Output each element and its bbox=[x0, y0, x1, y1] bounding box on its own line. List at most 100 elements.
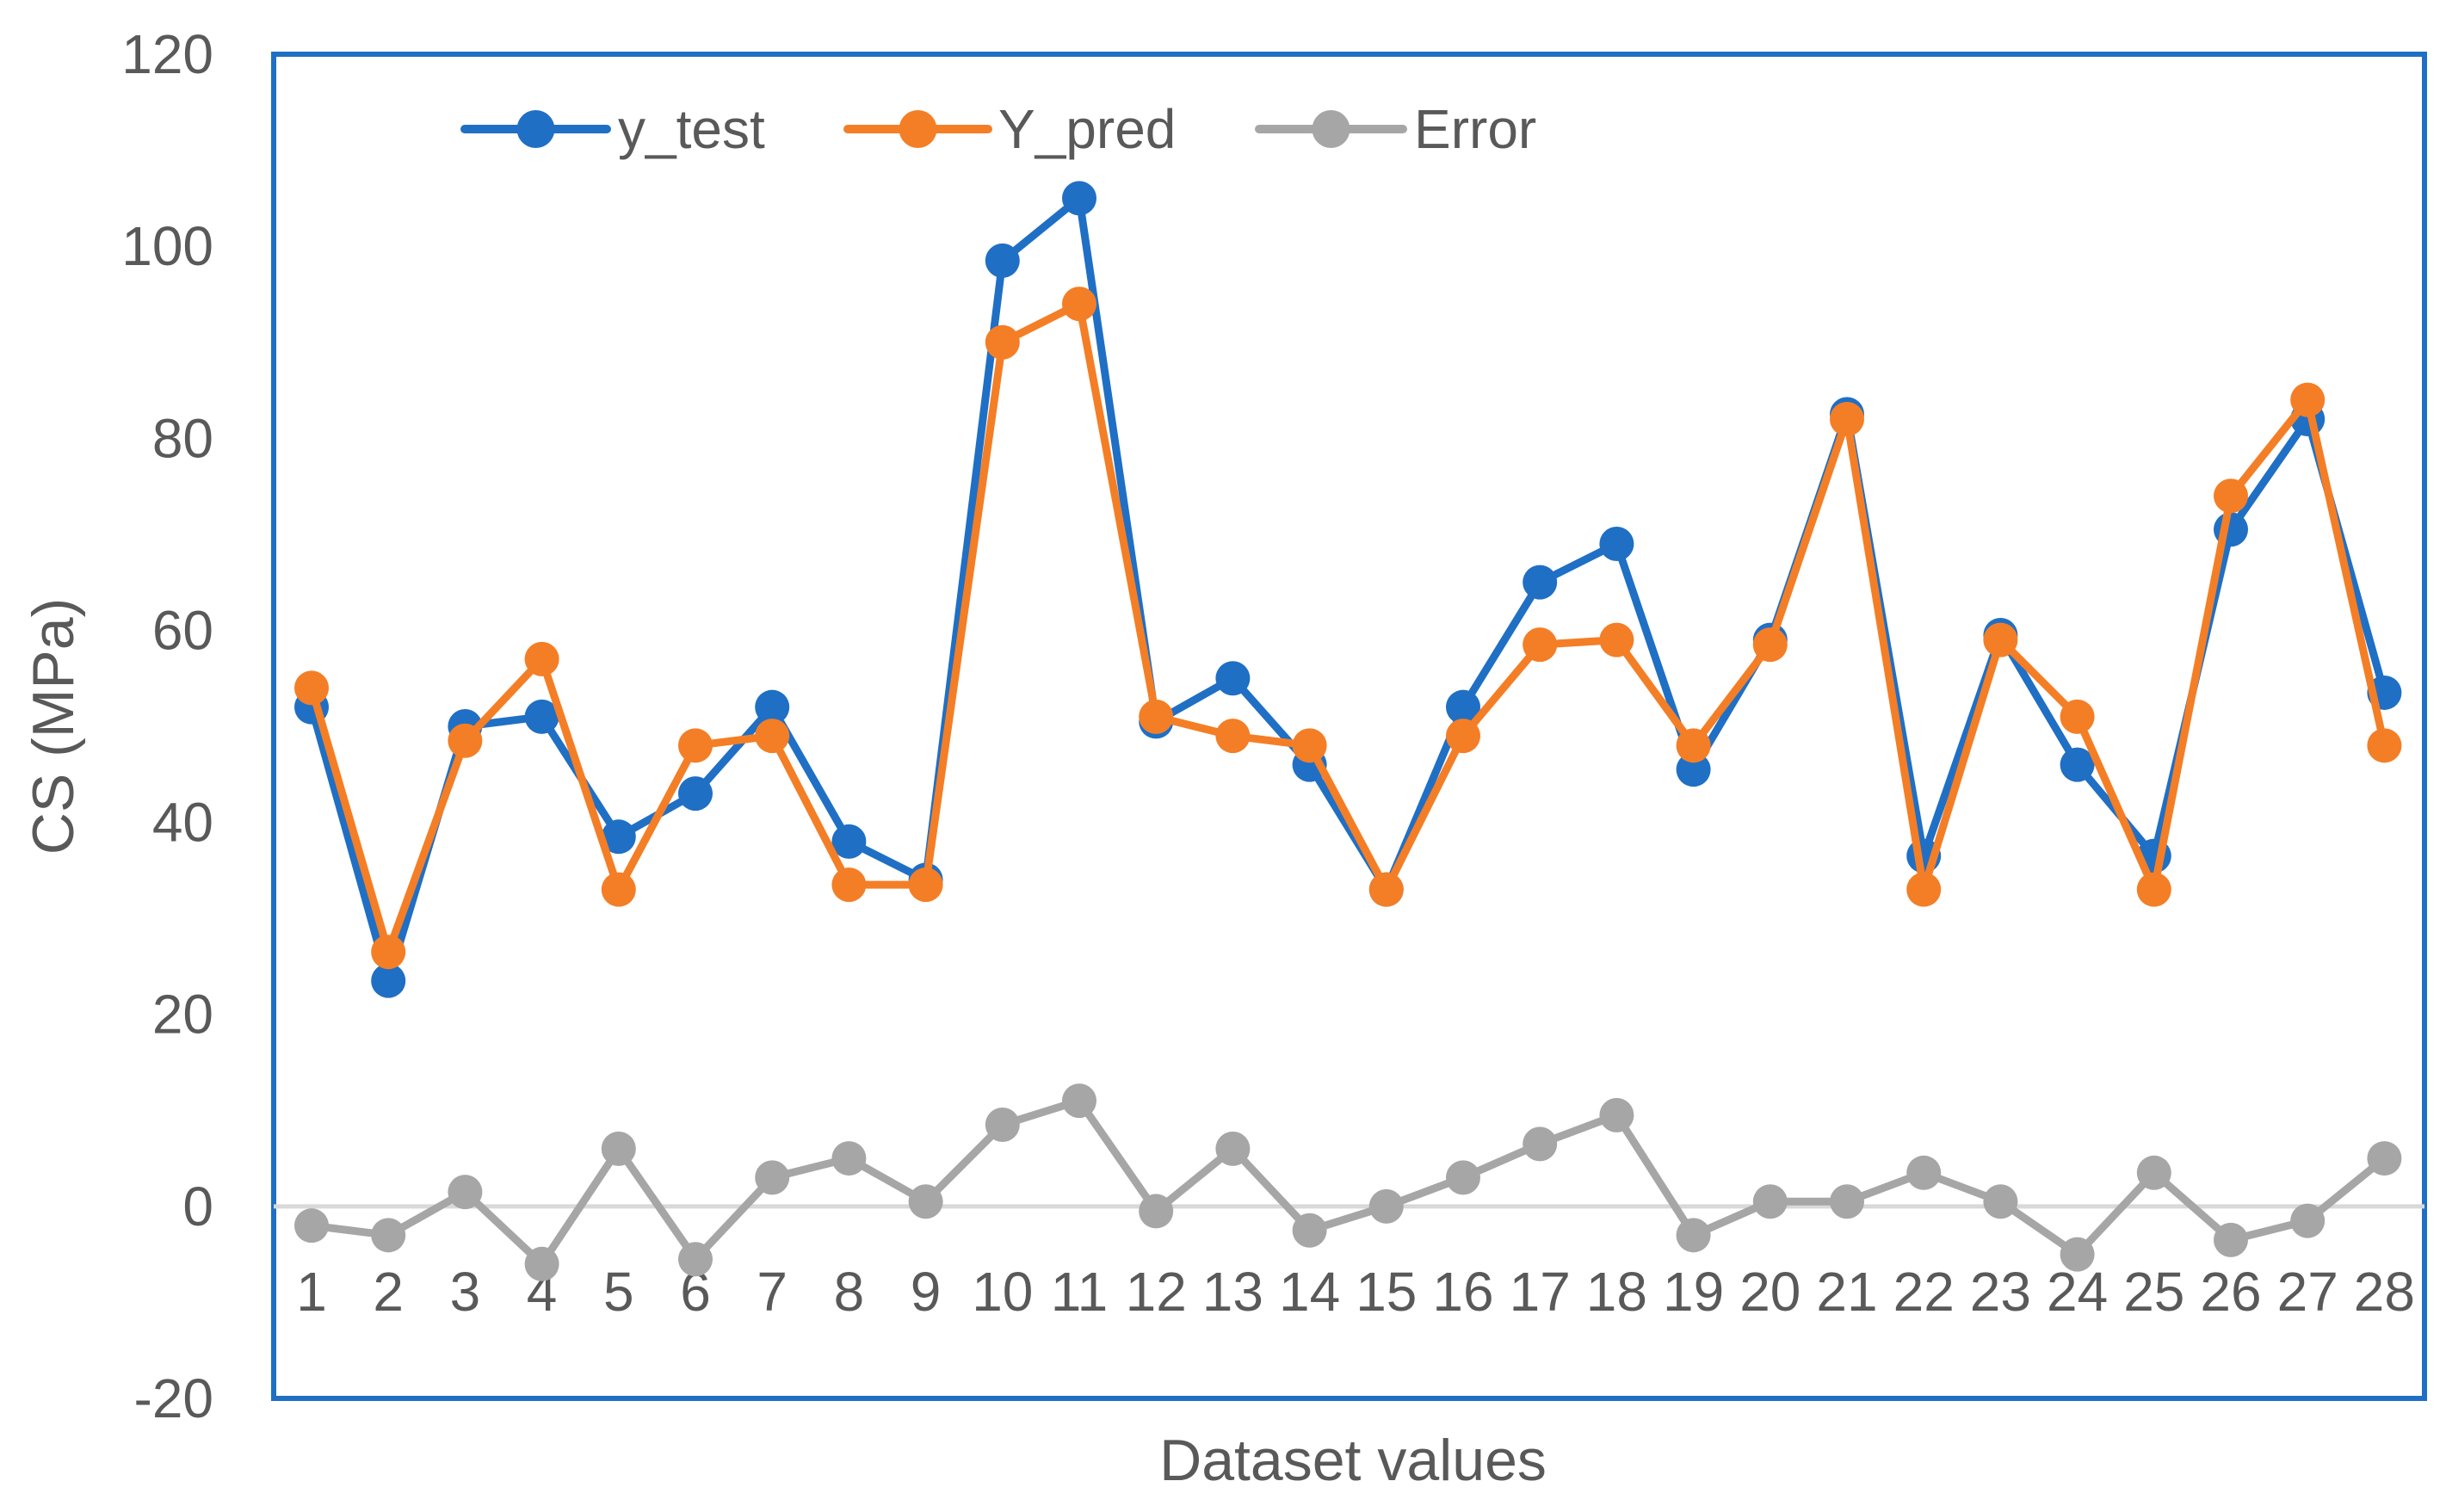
data-point-y-pred bbox=[448, 723, 483, 758]
y-tick-label: 100 bbox=[121, 215, 213, 277]
legend-label: Y_pred bbox=[998, 98, 1176, 160]
data-point-y-pred bbox=[1062, 287, 1096, 322]
data-point-y-pred bbox=[1830, 401, 1864, 436]
data-point-error bbox=[2060, 1237, 2095, 1272]
data-point-y-test bbox=[985, 243, 1020, 278]
plot-area-border bbox=[271, 52, 2427, 1401]
data-point-y-pred bbox=[294, 670, 329, 706]
y-axis-ticks: -20 0 20 40 60 80 100 120 bbox=[121, 23, 213, 1429]
data-point-y-test bbox=[524, 699, 559, 734]
data-point-error bbox=[1983, 1184, 2018, 1219]
data-point-error bbox=[831, 1141, 867, 1176]
legend: y_test Y_pred Error bbox=[460, 98, 1536, 160]
data-point-y-pred bbox=[1292, 728, 1327, 763]
y-tick-label: 120 bbox=[121, 23, 213, 85]
data-point-error bbox=[2136, 1155, 2171, 1190]
data-point-error bbox=[1752, 1184, 1788, 1219]
x-tick-label: 5 bbox=[603, 1261, 634, 1323]
legend-label: y_test bbox=[618, 98, 765, 160]
data-point-error bbox=[524, 1246, 559, 1281]
legend-label: Error bbox=[1414, 98, 1536, 160]
data-point-y-test bbox=[1215, 661, 1251, 696]
data-point-y-pred bbox=[2060, 699, 2095, 734]
x-tick-label: 27 bbox=[2277, 1261, 2338, 1323]
data-point-error bbox=[1368, 1188, 1404, 1224]
data-point-error bbox=[1446, 1160, 1480, 1195]
x-tick-label: 10 bbox=[972, 1261, 1033, 1323]
data-point-y-pred bbox=[1215, 719, 1251, 754]
x-tick-label: 12 bbox=[1126, 1261, 1187, 1323]
data-point-error bbox=[1062, 1083, 1096, 1119]
x-tick-label: 1 bbox=[296, 1261, 327, 1323]
data-point-y-test bbox=[755, 689, 790, 725]
x-tick-label: 8 bbox=[834, 1261, 865, 1323]
y-tick-label: 20 bbox=[152, 984, 213, 1046]
legend-swatch-marker bbox=[516, 110, 555, 148]
x-tick-label: 7 bbox=[757, 1261, 788, 1323]
data-point-y-pred bbox=[1752, 627, 1788, 663]
data-point-y-pred bbox=[2290, 382, 2326, 417]
data-point-y-pred bbox=[908, 867, 943, 903]
series-y-pred bbox=[294, 287, 2402, 970]
data-point-error bbox=[1906, 1155, 1942, 1190]
data-point-error bbox=[755, 1160, 790, 1195]
data-point-y-test bbox=[371, 963, 406, 998]
data-point-y-pred bbox=[524, 641, 559, 676]
x-tick-label: 28 bbox=[2354, 1261, 2415, 1323]
data-point-error bbox=[2367, 1141, 2402, 1176]
data-point-y-pred bbox=[1906, 872, 1942, 907]
x-axis-ticks: 1 2 3 4 5 6 7 8 9 10 11 12 13 14 15 16 17 18 19 20 21 22 23 24 2… bbox=[296, 1261, 2415, 1323]
data-point-error bbox=[448, 1175, 483, 1210]
data-point-y-pred bbox=[601, 872, 636, 907]
data-point-y-pred bbox=[1676, 728, 1711, 763]
data-point-y-pred bbox=[371, 935, 406, 970]
data-point-y-pred bbox=[1446, 719, 1480, 754]
x-tick-label: 19 bbox=[1663, 1261, 1724, 1323]
data-point-y-pred bbox=[1599, 622, 1634, 657]
x-tick-label: 16 bbox=[1432, 1261, 1493, 1323]
data-point-error bbox=[678, 1242, 713, 1277]
data-point-error bbox=[1599, 1097, 1634, 1132]
x-tick-label: 2 bbox=[373, 1261, 404, 1323]
x-tick-label: 18 bbox=[1586, 1261, 1647, 1323]
series-layer bbox=[294, 181, 2402, 1281]
y-tick-label: 0 bbox=[182, 1176, 213, 1237]
data-point-y-pred bbox=[678, 728, 713, 763]
x-tick-label: 11 bbox=[1051, 1261, 1108, 1323]
data-point-y-pred bbox=[2367, 728, 2402, 763]
y-axis-title: CS (MPa) bbox=[21, 598, 86, 855]
legend-swatch-marker bbox=[899, 110, 937, 148]
series-line-error bbox=[307, 1096, 2388, 1268]
data-point-y-pred bbox=[1368, 872, 1404, 907]
legend-swatch-marker bbox=[1312, 110, 1350, 148]
data-point-y-test bbox=[601, 819, 636, 855]
data-point-y-pred bbox=[1139, 699, 1174, 734]
x-tick-label: 14 bbox=[1279, 1261, 1340, 1323]
data-point-error bbox=[294, 1208, 329, 1244]
y-tick-label: 40 bbox=[152, 792, 213, 854]
x-tick-label: 26 bbox=[2200, 1261, 2261, 1323]
data-point-y-pred bbox=[2136, 872, 2171, 907]
x-tick-label: 15 bbox=[1356, 1261, 1417, 1323]
x-tick-label: 25 bbox=[2123, 1261, 2184, 1323]
series-error bbox=[294, 1083, 2402, 1281]
data-point-error bbox=[1292, 1213, 1327, 1248]
data-point-error bbox=[601, 1131, 636, 1166]
data-point-error bbox=[1676, 1218, 1711, 1253]
x-axis-title: Dataset values bbox=[1159, 1428, 1547, 1493]
data-point-error bbox=[1830, 1184, 1864, 1219]
x-tick-label: 22 bbox=[1893, 1261, 1955, 1323]
data-point-y-test bbox=[1599, 527, 1634, 562]
data-point-error bbox=[1215, 1131, 1251, 1166]
y-tick-label: 60 bbox=[152, 599, 213, 661]
data-point-error bbox=[2214, 1222, 2248, 1257]
data-point-y-test bbox=[1523, 565, 1558, 600]
data-point-y-test bbox=[2060, 747, 2095, 782]
x-tick-label: 21 bbox=[1816, 1261, 1877, 1323]
x-tick-label: 20 bbox=[1739, 1261, 1801, 1323]
data-point-error bbox=[2290, 1203, 2326, 1238]
data-point-y-pred bbox=[1523, 627, 1558, 663]
data-point-error bbox=[908, 1184, 943, 1219]
